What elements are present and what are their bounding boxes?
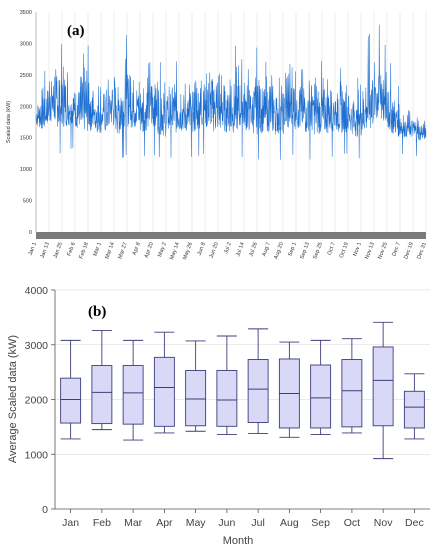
x-tick-label-a: Mar 14	[104, 242, 115, 260]
x-tick-label-b: Sep	[311, 517, 330, 529]
series-line	[35, 24, 427, 160]
panel-label-a: (a)	[67, 23, 85, 39]
x-tick-label-a: Dec 7	[391, 242, 402, 258]
y-tick-label-a: 2000	[20, 104, 32, 110]
x-tick-label-a: Jan 25	[53, 242, 64, 260]
iqr-box	[372, 346, 394, 427]
box-jul	[247, 328, 269, 434]
x-axis-ticks-a: Jan 1 Jan 13 Jan 25 Feb 6 Feb 18 Mar 1 Mar 14 M…	[28, 242, 428, 261]
x-tick-label-a: Nov 13	[364, 242, 376, 260]
box-jun	[216, 335, 238, 435]
y-axis-ticks-a: 0 500 1000 1500 2000 2500 3000 3500	[20, 10, 32, 236]
y-tick-label-a: 0	[29, 230, 32, 236]
x-tick-label-b: Oct	[344, 517, 360, 529]
y-axis-ticks-b: 0 1000 2000 3000 4000	[25, 285, 55, 516]
x-tick-label-b: Jun	[218, 517, 235, 529]
iqr-box	[60, 377, 82, 424]
x-axis-band	[36, 232, 426, 239]
y-tick-label-a: 500	[23, 199, 32, 205]
box-nov	[372, 321, 394, 460]
x-tick-label-a: Jun 20	[209, 242, 220, 260]
x-tick-label-a: Oct 19	[339, 242, 350, 259]
x-tick-label-b: May	[186, 517, 207, 529]
x-tick-label-a: Jul 26	[248, 242, 259, 258]
box-aug	[278, 341, 300, 438]
iqr-box	[216, 370, 238, 427]
y-tick-label-a: 2500	[20, 73, 32, 79]
x-tick-label-a: Aug 20	[273, 242, 285, 260]
x-tick-label-a: Dec 19	[403, 242, 415, 260]
x-tick-label-a: Mar 1	[92, 242, 102, 257]
y-tick-label-b: 4000	[25, 285, 49, 297]
x-axis-label-b: Month	[223, 535, 254, 547]
x-tick-label-a: May 2	[157, 242, 168, 258]
x-tick-label-b: Jul	[251, 517, 264, 529]
x-tick-label-a: Oct 7	[327, 242, 337, 256]
x-tick-label-a: Feb 6	[66, 242, 76, 257]
y-axis-label-b: Average Scaled data (kW)	[7, 335, 19, 463]
x-tick-label-a: Nov 25	[377, 242, 389, 260]
box-may	[185, 340, 207, 432]
x-tick-label-a: Jan 1	[28, 242, 38, 257]
x-tick-label-a: Jul 14	[235, 242, 246, 258]
y-tick-label-a: 3500	[20, 10, 32, 16]
y-tick-label-b: 0	[42, 504, 48, 516]
box-oct	[341, 338, 363, 434]
x-tick-label-b: Apr	[156, 517, 173, 529]
series-polyline	[35, 24, 427, 160]
iqr-box	[153, 356, 175, 427]
y-tick-label-b: 2000	[25, 395, 49, 407]
iqr-box	[91, 365, 113, 425]
y-tick-label-b: 1000	[25, 449, 49, 461]
box-apr	[153, 331, 175, 434]
y-tick-label-a: 1000	[20, 167, 32, 173]
x-tick-label-a: Sep 13	[299, 242, 311, 260]
boxes	[60, 321, 425, 460]
box-jan	[60, 339, 82, 440]
iqr-box	[122, 365, 144, 425]
x-tick-label-b: Aug	[280, 517, 299, 529]
x-tick-label-a: Mar 27	[117, 242, 128, 260]
x-tick-label-a: Sep 25	[312, 242, 324, 260]
x-axis-ticks-b: Jan Feb Mar Apr May Jun Jul Aug Sep Oct Nov Dec	[62, 509, 424, 529]
horizontal-grid	[55, 289, 430, 455]
box-feb	[91, 330, 113, 431]
x-tick-label-b: Nov	[374, 517, 393, 529]
x-tick-label-a: Apr 20	[144, 242, 155, 259]
box-plot-chart: 0 1000 2000 3000 4000 Jan Feb Mar Apr May Jun Jul A…	[7, 285, 430, 547]
x-tick-label-a: Nov 1	[352, 242, 363, 258]
x-tick-label-b: Jan	[62, 517, 79, 529]
y-axis-label-a: Scaled data (kW)	[6, 101, 12, 143]
x-tick-label-a: Jun 8	[197, 242, 207, 257]
iqr-box	[403, 390, 425, 429]
panel-label-b: (b)	[88, 304, 106, 320]
x-tick-label-a: May 26	[182, 242, 194, 261]
iqr-box	[247, 359, 269, 423]
x-tick-label-b: Mar	[124, 517, 143, 529]
y-tick-label-b: 3000	[25, 340, 49, 352]
x-tick-label-a: Apr 8	[132, 242, 142, 256]
x-tick-label-a: May 14	[169, 242, 181, 261]
x-tick-label-a: Aug 7	[261, 242, 272, 258]
time-series-chart: 0 500 1000 1500 2000 2500 3000 3500 Jan 1 Jan 13…	[6, 10, 428, 261]
box-dec	[403, 373, 425, 440]
box-mar	[122, 339, 144, 441]
iqr-box	[310, 364, 332, 429]
x-tick-label-a: Sep 1	[287, 242, 298, 258]
x-tick-label-b: Feb	[93, 517, 111, 529]
x-tick-label-a: Jul 2	[223, 242, 233, 255]
iqr-box	[341, 359, 363, 428]
x-tick-label-a: Dec 31	[416, 242, 428, 260]
iqr-box	[185, 370, 207, 427]
box-sep	[310, 339, 332, 435]
y-tick-label-a: 1500	[20, 136, 32, 142]
x-tick-label-a: Feb 18	[78, 242, 89, 260]
x-tick-label-b: Dec	[405, 517, 424, 529]
y-tick-label-a: 3000	[20, 41, 32, 47]
x-tick-label-a: Jan 13	[40, 242, 51, 260]
